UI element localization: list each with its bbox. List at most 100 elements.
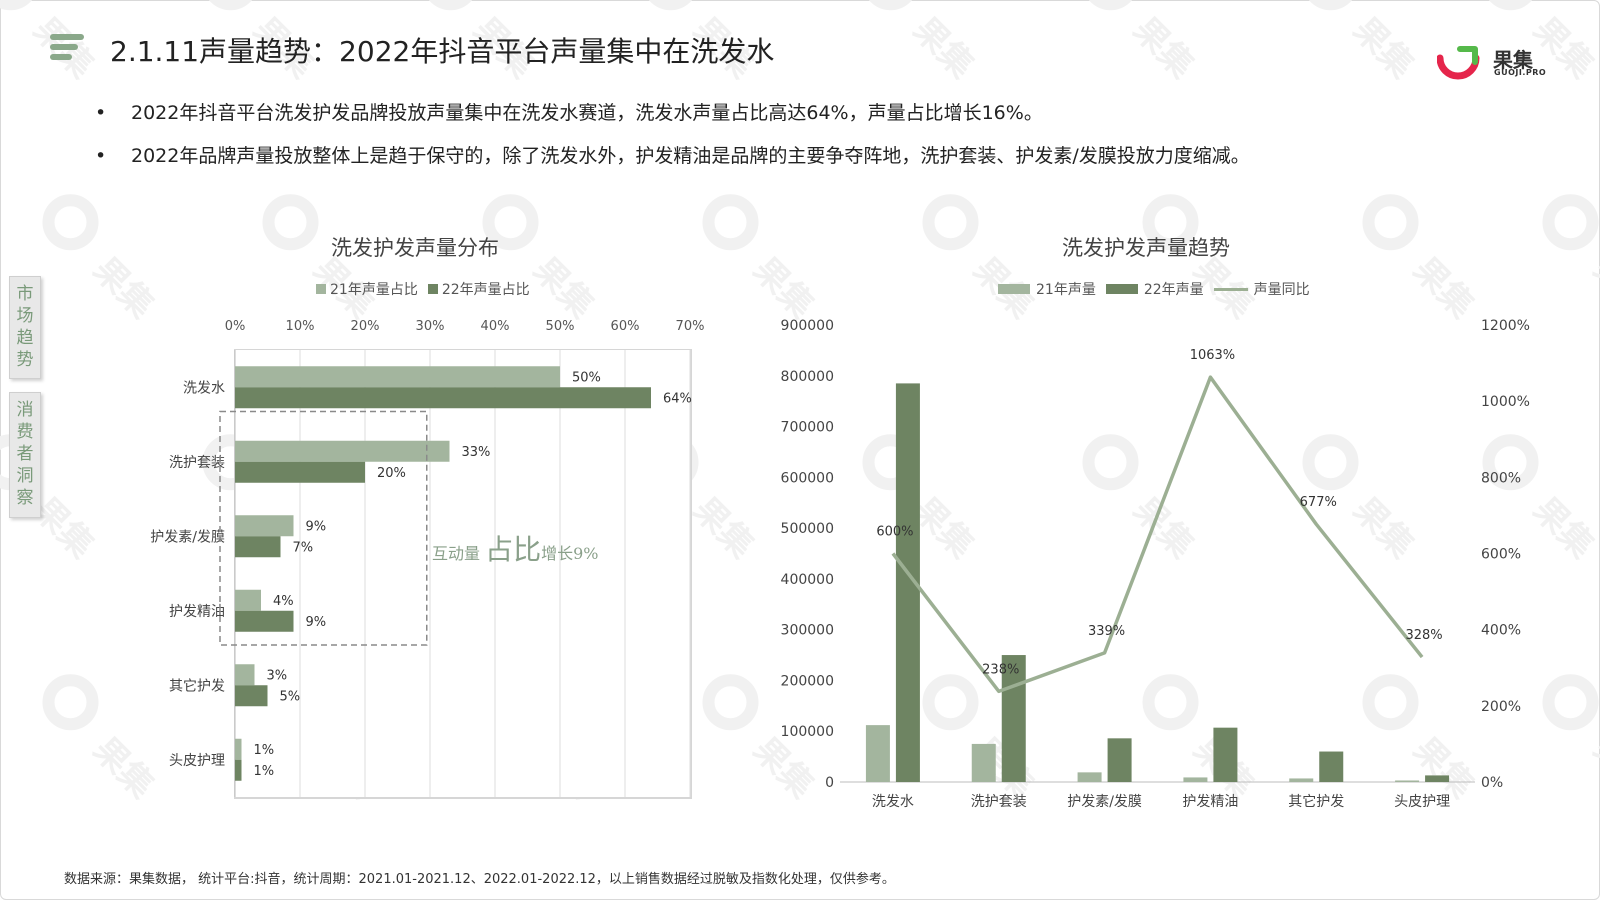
bullet-dot: •: [95, 102, 107, 124]
yoy-line: [891, 375, 1424, 694]
x-tick-label: 0%: [225, 319, 246, 334]
bar-21: [1077, 772, 1102, 782]
side-tab-char: 市: [16, 284, 34, 304]
y-left-tick-label: 300000: [781, 623, 834, 639]
category-label: 洗护套装: [169, 455, 225, 471]
bar-21: [865, 725, 890, 782]
bar-21: [235, 440, 450, 462]
y-left-tick-label: 900000: [781, 318, 834, 334]
side-tab-char: 场: [16, 306, 34, 326]
bar-21: [1395, 780, 1420, 782]
y-right-tick-label: 600%: [1481, 547, 1521, 563]
bar-21: [1289, 778, 1314, 782]
y-left-tick-label: 400000: [781, 572, 834, 588]
page-title: 2.1.11声量趋势：2022年抖音平台声量集中在洗发水: [110, 35, 775, 68]
right-chart-legend: 21年声量 22年声量 声量同比: [998, 279, 1320, 299]
bar-22: [235, 461, 365, 483]
x-tick-label: 60%: [611, 319, 640, 334]
side-tab-char: 消: [16, 400, 34, 420]
y-right-tick-label: 0%: [1481, 775, 1503, 791]
y-right-tick-label: 200%: [1481, 699, 1521, 715]
legend-item-yoy: 声量同比: [1213, 279, 1310, 299]
bar-22: [235, 536, 281, 558]
bar-value-label: 5%: [280, 689, 301, 704]
category-label: 洗发水: [183, 380, 225, 396]
logo-subtext: GUOJI.PRO: [1494, 68, 1547, 77]
bar-22: [235, 685, 268, 707]
side-tab-market-trend[interactable]: 市 场 趋 势: [9, 276, 41, 379]
bar-value-label: 1%: [254, 764, 275, 779]
bar-value-label: 33%: [462, 445, 491, 460]
side-tab-consumer-insight[interactable]: 消 费 者 洞 察: [9, 392, 41, 518]
left-chart-legend: 21年声量占比 22年声量占比: [316, 279, 540, 299]
category-label: 护发精油: [169, 604, 225, 620]
side-tab-char: 者: [16, 444, 34, 464]
legend-item-21: 21年声量占比: [316, 279, 418, 299]
bar-21: [971, 743, 996, 782]
side-tab-char: 察: [16, 488, 34, 508]
bar-22: [235, 610, 294, 632]
bar-22: [1001, 655, 1026, 782]
menu-icon[interactable]: [50, 34, 84, 66]
bar-22: [235, 387, 651, 409]
yoy-value-label: 677%: [1300, 495, 1337, 510]
legend-label: 21年声量占比: [330, 282, 418, 298]
bar-22: [1213, 727, 1238, 782]
side-tab-char: 趋: [16, 328, 34, 348]
highlight-dashed-box: [219, 410, 428, 646]
y-left-tick-label: 0: [825, 775, 834, 791]
side-tab-char: 洞: [16, 466, 34, 486]
x-tick-label: 30%: [416, 319, 445, 334]
left-plot-area: [235, 350, 690, 797]
bar-value-label: 1%: [254, 743, 275, 758]
bullet-1: • 2022年抖音平台洗发护发品牌投放声量集中在洗发水赛道，洗发水声量占比高达64…: [95, 98, 1043, 125]
y-right-tick-label: 1000%: [1481, 394, 1530, 410]
y-right-tick-label: 1200%: [1481, 318, 1530, 334]
bar-21: [235, 515, 294, 537]
yoy-value-label: 238%: [982, 662, 1019, 677]
y-right-tick-label: 400%: [1481, 623, 1521, 639]
side-tab-char: 势: [16, 350, 34, 370]
logo-name: 果集: [1493, 48, 1533, 72]
category-label: 护发精油: [1182, 794, 1238, 810]
bullet-dot: •: [95, 145, 107, 167]
legend-item-22: 22年声量: [1105, 279, 1204, 299]
y-right-tick-label: 800%: [1481, 470, 1521, 486]
bar-22: [1425, 775, 1450, 782]
bar-value-label: 64%: [663, 391, 692, 406]
category-label: 洗发水: [872, 794, 914, 810]
bar-value-label: 7%: [293, 540, 314, 555]
bar-22: [1107, 738, 1132, 782]
yoy-value-label: 339%: [1088, 624, 1125, 639]
category-label: 其它护发: [169, 677, 225, 694]
guoji-logo-icon: [1437, 46, 1480, 80]
bar-21: [235, 738, 242, 760]
x-tick-label: 70%: [676, 319, 705, 334]
bar-value-label: 50%: [572, 370, 601, 385]
bar-value-label: 20%: [377, 466, 406, 481]
data-source-footer: 数据来源：果集数据， 统计平台:抖音，统计周期：2021.01-2021.12、…: [64, 872, 895, 887]
bar-22: [235, 759, 242, 781]
y-left-tick-label: 600000: [781, 470, 834, 486]
category-label: 护发素/发膜: [150, 529, 225, 545]
bar-value-label: 9%: [306, 615, 327, 630]
bar-value-label: 9%: [306, 519, 327, 534]
annotation-highlight: 占比: [485, 533, 542, 566]
bar-21: [235, 589, 261, 611]
annotation-prefix: 互动量: [432, 544, 481, 563]
bar-21: [235, 366, 560, 388]
x-tick-label: 10%: [286, 319, 315, 334]
category-label: 洗护套装: [971, 794, 1027, 810]
y-left-tick-label: 500000: [781, 521, 834, 537]
bar-21: [1183, 777, 1208, 782]
y-left-tick-label: 800000: [781, 369, 834, 385]
x-tick-label: 50%: [546, 319, 575, 334]
bar-22: [1319, 751, 1344, 782]
left-chart-title: 洗发护发声量分布: [331, 236, 499, 260]
legend-label: 声量同比: [1253, 282, 1310, 298]
yoy-value-label: 600%: [876, 525, 913, 540]
legend-label: 22年声量占比: [441, 282, 530, 298]
bar-value-label: 4%: [273, 594, 294, 609]
bullet-2: • 2022年品牌声量投放整体上是趋于保守的，除了洗发水外，护发精油是品牌的主要争…: [95, 141, 1250, 168]
